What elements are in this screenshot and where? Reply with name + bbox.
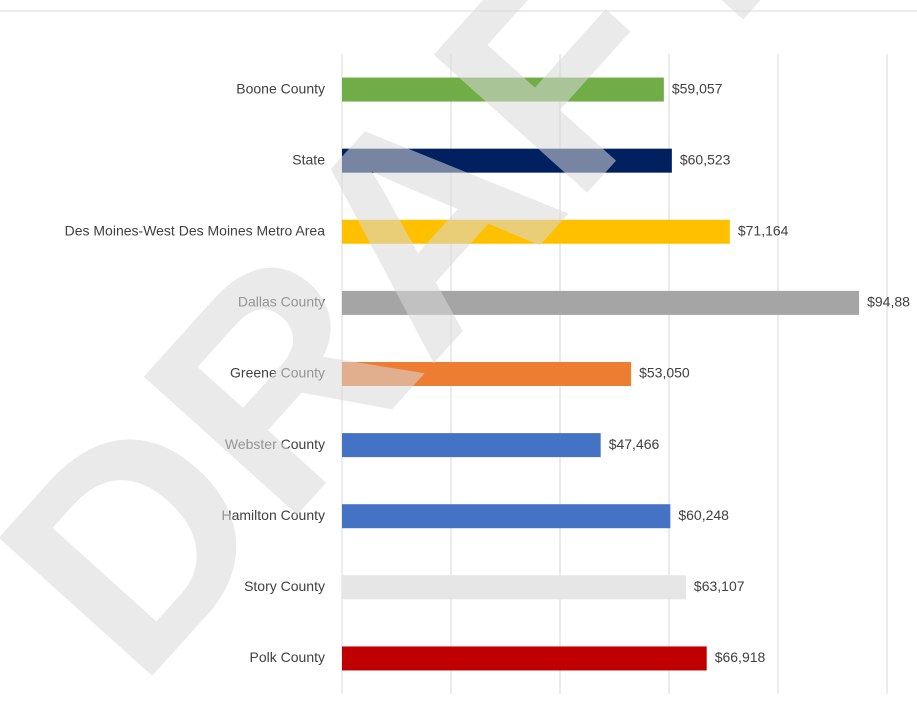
bar xyxy=(342,433,601,458)
category-label: State xyxy=(292,151,325,167)
bar xyxy=(342,504,671,529)
category-label: Des Moines-West Des Moines Metro Area xyxy=(65,222,326,238)
value-label: $60,523 xyxy=(680,151,731,167)
category-label: Hamilton County xyxy=(222,507,326,523)
watermark: DRAFT xyxy=(0,0,867,728)
value-label: $59,057 xyxy=(672,80,723,96)
value-label: $66,918 xyxy=(715,649,766,665)
category-label: Greene County xyxy=(230,365,325,381)
value-label: $71,164 xyxy=(738,222,789,238)
category-label: Story County xyxy=(244,578,325,594)
bar xyxy=(342,148,672,173)
bar xyxy=(342,575,686,600)
value-label: $60,248 xyxy=(678,507,729,523)
bar xyxy=(342,362,632,386)
category-label: Dallas County xyxy=(238,294,325,310)
value-label: $47,466 xyxy=(609,436,660,452)
value-label: $94,88 xyxy=(867,294,910,310)
category-label: Polk County xyxy=(250,649,325,665)
bar xyxy=(342,290,860,315)
value-label: $63,107 xyxy=(694,578,745,594)
bar xyxy=(342,219,730,244)
bar xyxy=(342,77,664,102)
bar xyxy=(342,646,707,671)
category-label: Boone County xyxy=(236,80,325,96)
category-label: Webster County xyxy=(225,436,325,452)
value-label: $53,050 xyxy=(639,365,690,381)
